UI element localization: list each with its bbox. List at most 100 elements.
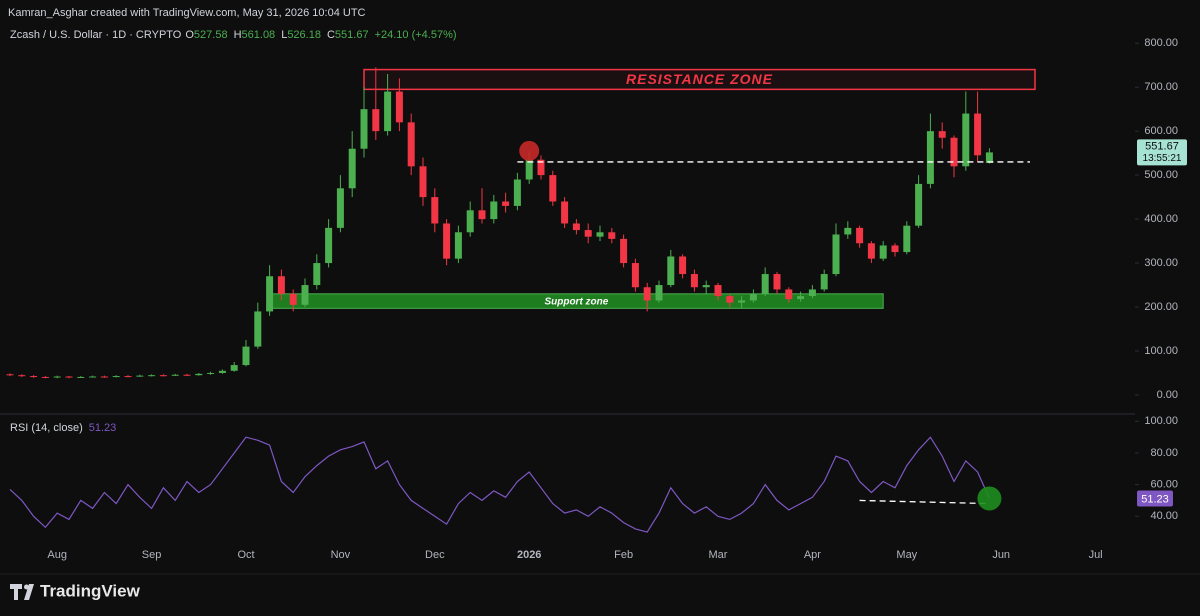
rsi-line	[9, 436, 990, 533]
candle-body	[372, 109, 380, 132]
candle-body	[903, 225, 911, 253]
candle-body	[384, 91, 392, 132]
y-tick-label: 100.00	[1144, 345, 1178, 357]
y-tick-label: 300.00	[1144, 257, 1178, 269]
candle-body	[549, 175, 557, 202]
candle-body	[195, 373, 203, 376]
candle-body	[938, 131, 946, 138]
y-tick-label: 700.00	[1144, 81, 1178, 93]
x-tick-label: Feb	[614, 549, 633, 561]
x-tick-label: Nov	[331, 549, 351, 561]
rsi-tick-label: 60.00	[1150, 479, 1178, 491]
legend-field: L	[281, 29, 287, 41]
candle-body	[419, 166, 427, 198]
price-tag	[1137, 139, 1187, 166]
candle-body	[820, 274, 828, 290]
candle-body	[277, 276, 285, 294]
footer-logo	[10, 584, 34, 600]
candle-body	[148, 375, 156, 377]
candle-body	[985, 152, 993, 163]
candle-body	[513, 179, 521, 206]
rsi-marker	[977, 486, 1002, 511]
candle-body	[620, 238, 628, 264]
y-tick-label: 600.00	[1144, 125, 1178, 137]
candle-body	[325, 227, 333, 264]
candle-body	[183, 374, 191, 376]
footer-brand: TradingView	[40, 581, 141, 600]
rsi-tag	[1137, 490, 1173, 507]
candle-body	[313, 263, 321, 286]
y-tick-label: 500.00	[1144, 169, 1178, 181]
candle-body	[53, 376, 61, 378]
candle-body	[30, 376, 38, 378]
x-tick-label: Oct	[237, 549, 254, 561]
logo-dot	[24, 584, 29, 590]
candle-body	[100, 376, 108, 378]
candle-body	[395, 91, 403, 123]
x-tick-label: Jun	[992, 549, 1010, 561]
candle-body	[749, 293, 757, 301]
rsi-trendline	[859, 499, 990, 505]
candle-body	[974, 113, 982, 156]
y-tick-label: 200.00	[1144, 301, 1178, 313]
candle-body	[714, 285, 722, 297]
candle-body	[89, 376, 97, 378]
candle-body	[490, 201, 498, 220]
zone-label: Support zone	[544, 297, 608, 308]
candle-body	[596, 232, 604, 237]
rsi-tick-label: 100.00	[1144, 415, 1178, 427]
candle-body	[726, 296, 734, 303]
legend-field: C	[327, 29, 335, 41]
candle-body	[336, 188, 344, 228]
candle-body	[879, 245, 887, 259]
candle-body	[844, 227, 852, 235]
candle-body	[738, 300, 746, 303]
candle-body	[218, 370, 226, 373]
marker-circle	[519, 140, 540, 161]
candle-body	[643, 287, 651, 301]
rsi-tick-label: 80.00	[1150, 447, 1178, 459]
legend-field: H	[234, 29, 242, 41]
candle-body	[124, 376, 132, 378]
candle-body	[797, 296, 805, 300]
candle-body	[561, 201, 569, 224]
candle-body	[761, 274, 769, 294]
zone-label: RESISTANCE ZONE	[626, 71, 773, 87]
legend-value: 561.08	[242, 29, 276, 41]
candle-body	[230, 365, 238, 371]
rsi-tag-value: 51.23	[1141, 493, 1169, 505]
candle-body	[702, 285, 710, 288]
watermark: Kamran_Asghar created with TradingView.c…	[8, 7, 366, 19]
candle-body	[348, 148, 356, 189]
candle-body	[431, 197, 439, 224]
candle-body	[655, 285, 663, 301]
rsi-legend: RSI (14, close) 51.23	[10, 422, 116, 434]
candle-body	[584, 230, 592, 237]
candle-body	[159, 375, 167, 377]
candle-body	[266, 276, 274, 312]
legend-value: 526.18	[287, 29, 321, 41]
candle-body	[667, 256, 675, 286]
candle-body	[6, 374, 14, 376]
x-tick-label: Sep	[142, 549, 162, 561]
candle-body	[18, 375, 26, 377]
legend-symbol: Zcash / U.S. Dollar · 1D · CRYPTO	[10, 29, 182, 41]
candle-body	[773, 274, 781, 290]
candle-body	[242, 346, 250, 366]
candle-body	[254, 311, 262, 347]
x-tick-label: May	[896, 549, 917, 561]
candle-body	[537, 159, 545, 176]
legend: Zcash / U.S. Dollar · 1D · CRYPTO O527.58…	[10, 29, 457, 41]
candle-body	[690, 274, 698, 288]
x-tick-label: 2026	[517, 549, 541, 561]
candle-body	[679, 256, 687, 275]
legend-change: +24.10 (+4.57%)	[375, 29, 457, 41]
candle-body	[41, 376, 49, 378]
candle-body	[289, 293, 297, 305]
x-tick-label: Dec	[425, 549, 445, 561]
candle-body	[867, 243, 875, 259]
candle-body	[808, 289, 816, 297]
x-tick-label: Jul	[1089, 549, 1103, 561]
legend-value: 527.58	[194, 29, 228, 41]
